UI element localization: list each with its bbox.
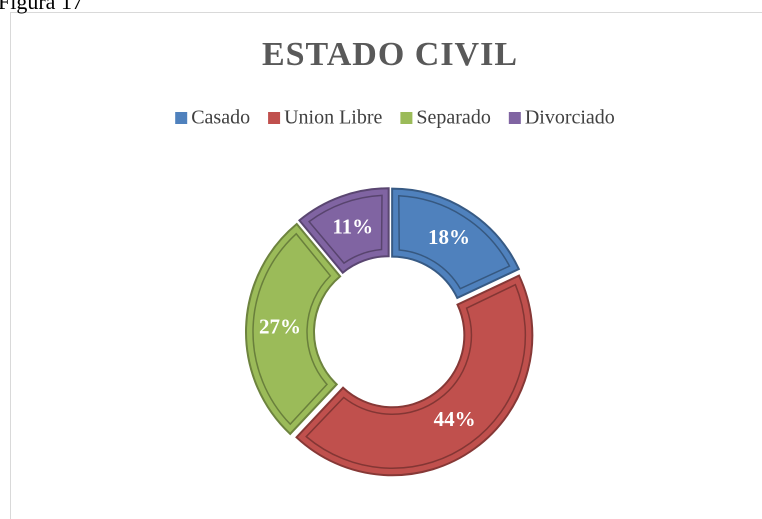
legend-swatch <box>400 112 413 124</box>
donut-segment <box>391 187 521 300</box>
legend-swatch <box>508 112 521 124</box>
legend-item: Divorciado <box>508 107 615 129</box>
data-label: 18% <box>428 225 470 249</box>
donut-segment <box>295 274 534 477</box>
segment-bevel <box>308 194 383 265</box>
donut-segment <box>245 222 342 436</box>
segment-bevel <box>252 232 332 426</box>
legend: Casado Union Libre Separado Divorciado <box>175 107 615 129</box>
segment-bevel <box>398 194 511 290</box>
legend-label: Casado <box>191 107 250 129</box>
data-label: 44% <box>434 407 476 431</box>
legend-label: Separado <box>416 107 490 129</box>
segment-bevel <box>305 283 527 469</box>
donut: 18% 44% 27% 11% <box>245 187 534 477</box>
chart-title: ESTADO CIVIL <box>262 36 518 73</box>
donut-segment <box>297 187 390 275</box>
legend-swatch <box>268 112 281 124</box>
legend-item: Union Libre <box>268 107 383 129</box>
legend-item: Casado <box>175 107 250 129</box>
data-label: 11% <box>332 214 373 238</box>
data-label: 27% <box>259 314 301 338</box>
legend-label: Divorciado <box>525 107 615 129</box>
legend-swatch <box>175 112 188 124</box>
legend-item: Separado <box>400 107 491 129</box>
legend-label: Union Libre <box>284 107 382 129</box>
caption: Figura 17 <box>0 0 83 14</box>
